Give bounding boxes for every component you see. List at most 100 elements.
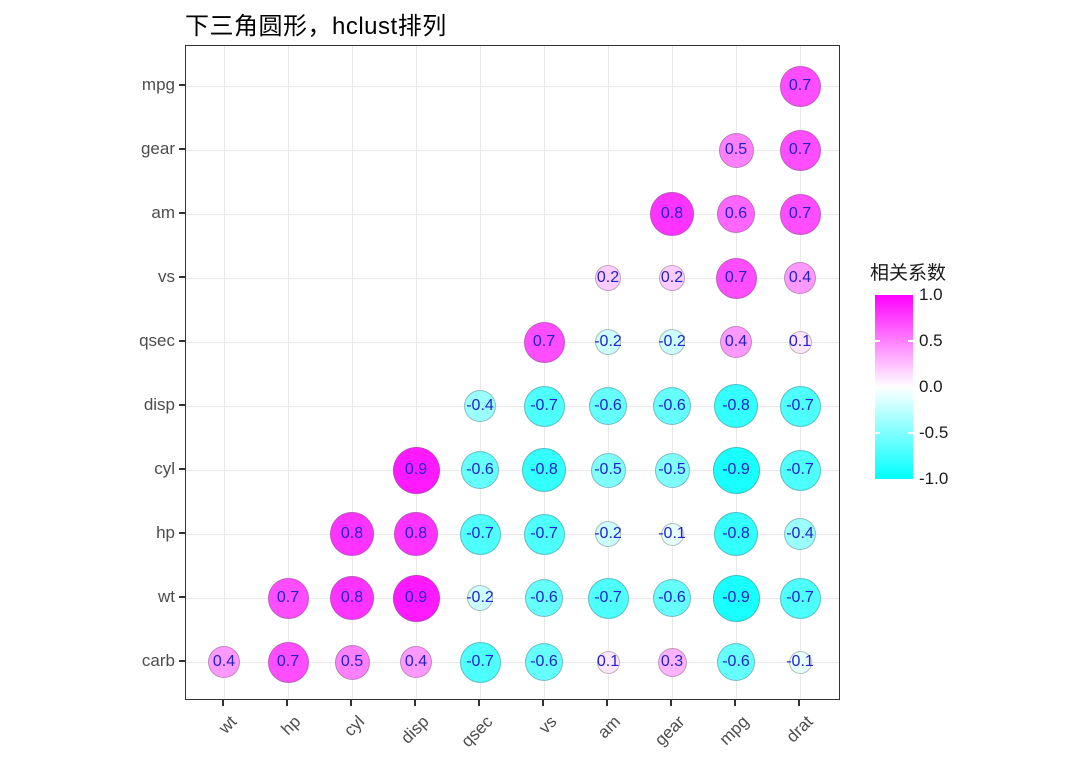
corr-value-label: -0.4: [466, 397, 494, 414]
corr-value-label: 0.3: [660, 653, 684, 670]
corr-value-label: -0.6: [530, 653, 558, 670]
legend-tick-label: 1.0: [919, 285, 943, 304]
corr-circle: [657, 647, 687, 677]
corr-circle: [715, 257, 757, 299]
x-axis-label: gear: [650, 712, 689, 750]
corr-circle: [400, 646, 432, 678]
corr-value-label: -0.5: [594, 461, 622, 478]
grid-line-horizontal: [186, 341, 839, 343]
x-axis-tick: [670, 700, 672, 706]
corr-value-label: -0.7: [786, 589, 814, 606]
corr-circle: [779, 449, 821, 491]
corr-circle: [779, 193, 821, 235]
corr-value-label: 0.1: [788, 333, 812, 350]
x-axis-tick: [798, 700, 800, 706]
grid-line-vertical: [735, 46, 737, 699]
corr-value-label: 0.2: [596, 269, 620, 286]
corr-circle: [720, 326, 752, 358]
colorbar-tick-mark: [875, 340, 880, 342]
x-axis-label: qsec: [457, 712, 497, 751]
corr-circle: [653, 387, 691, 425]
corr-circle: [596, 650, 620, 674]
grid-line-vertical: [287, 46, 289, 699]
corr-value-label: -0.7: [530, 525, 558, 542]
grid-line-vertical: [543, 46, 545, 699]
corr-value-label: -0.6: [658, 589, 686, 606]
colorbar-gradient: [875, 295, 913, 479]
corr-circle: [208, 646, 240, 678]
grid-line-horizontal: [186, 533, 839, 535]
corr-circle: [779, 129, 821, 171]
grid-line-vertical: [223, 46, 225, 699]
grid-line-horizontal: [186, 597, 839, 599]
corr-circle: [714, 512, 758, 556]
grid-line-vertical: [351, 46, 353, 699]
colorbar-tick-mark: [908, 386, 913, 388]
x-axis-tick: [350, 700, 352, 706]
corr-value-label: -0.2: [594, 525, 622, 542]
corr-value-label: 0.6: [724, 205, 748, 222]
x-axis-label: mpg: [715, 712, 753, 749]
corr-circle: [779, 65, 821, 107]
corr-value-label: -0.7: [530, 397, 558, 414]
x-axis-tick: [414, 700, 416, 706]
x-axis-tick: [606, 700, 608, 706]
y-axis-tick: [179, 596, 185, 598]
corr-circle: [595, 329, 621, 355]
y-axis-label: am: [151, 203, 175, 222]
corr-value-label: 0.1: [596, 653, 620, 670]
grid-line-vertical: [671, 46, 673, 699]
corr-value-label: -0.2: [594, 333, 622, 350]
corr-value-label: -0.8: [722, 397, 750, 414]
colorbar-legend: 相关系数 1.0 0.5 0.0 -0.5 -1.0: [868, 258, 1068, 488]
grid-line-horizontal: [186, 277, 839, 279]
corr-value-label: 0.7: [788, 205, 812, 222]
corr-value-label: 0.4: [212, 653, 236, 670]
corr-circle: [392, 574, 440, 622]
grid-line-vertical: [607, 46, 609, 699]
corr-circle: [779, 577, 821, 619]
corr-value-label: 0.4: [404, 653, 428, 670]
corr-circle: [788, 650, 812, 674]
corr-circle: [660, 522, 684, 546]
corr-circle: [330, 576, 374, 620]
corr-circle: [467, 585, 493, 611]
y-axis-label: gear: [140, 139, 175, 158]
corr-value-label: -0.6: [530, 589, 558, 606]
corr-circle: [788, 330, 812, 354]
corr-circle: [650, 192, 694, 236]
corr-circle: [779, 385, 821, 427]
corr-circle: [717, 643, 755, 681]
y-axis-label: disp: [143, 395, 175, 414]
y-axis-label: hp: [156, 523, 175, 542]
corr-value-label: 0.9: [404, 589, 428, 606]
corr-value-label: 0.7: [788, 141, 812, 158]
corr-circle: [267, 641, 309, 683]
x-axis-label: disp: [396, 712, 433, 748]
corr-value-label: -0.8: [722, 525, 750, 542]
corr-value-label: -0.6: [722, 653, 750, 670]
corr-circle: [654, 452, 690, 488]
corr-circle: [659, 329, 685, 355]
corr-value-label: 0.4: [724, 333, 748, 350]
corr-circle: [525, 579, 563, 617]
y-axis-label: wt: [158, 587, 175, 606]
corr-value-label: 0.7: [788, 77, 812, 94]
colorbar-tick-mark: [875, 386, 880, 388]
x-axis-tick: [542, 700, 544, 706]
corr-value-label: -0.4: [786, 525, 814, 542]
corr-value-label: 0.7: [724, 269, 748, 286]
corr-value-label: 0.7: [276, 589, 300, 606]
corr-circle: [334, 644, 370, 680]
corr-circle: [330, 512, 374, 556]
corr-value-label: 0.9: [404, 461, 428, 478]
x-axis-label: am: [594, 712, 625, 743]
x-axis-label: wt: [214, 712, 241, 738]
colorbar-tick-mark: [875, 432, 880, 434]
corr-value-label: 0.8: [340, 589, 364, 606]
legend-tick-label: 0.5: [919, 331, 943, 350]
y-axis-tick: [179, 404, 185, 406]
corr-circle: [717, 195, 755, 233]
corr-circle: [267, 577, 309, 619]
